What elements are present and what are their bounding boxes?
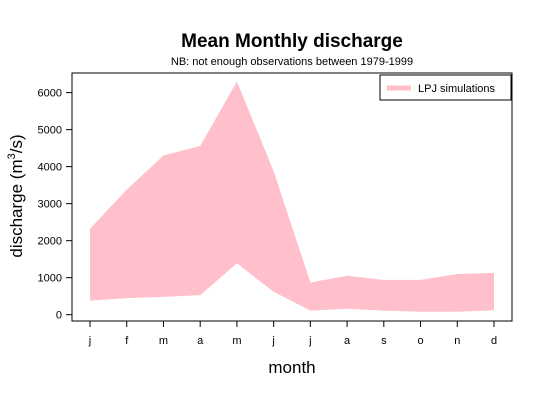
chart-title: Mean Monthly discharge	[181, 31, 403, 52]
x-tick-label-5: j	[271, 335, 274, 347]
legend: LPJ simulations	[379, 74, 512, 101]
x-tick-label-4: m	[232, 335, 241, 347]
legend-label: LPJ simulations	[418, 83, 496, 95]
chart-subtitle: NB: not enough observations between 1979…	[171, 56, 413, 68]
y-axis-label: discharge (m3/s)	[6, 134, 26, 257]
x-tick-label-10: n	[454, 335, 460, 347]
x-tick-label-8: s	[381, 335, 387, 347]
x-tick-label-3: a	[197, 335, 204, 347]
y-axis-label-end: /s)	[7, 134, 26, 153]
y-tick-label-3: 3000	[38, 199, 62, 211]
x-tick-label-6: j	[308, 335, 311, 347]
y-tick-label-2: 2000	[38, 236, 62, 248]
x-tick-label-7: a	[344, 335, 351, 347]
y-tick-label-0: 0	[56, 310, 62, 322]
plot-area	[90, 81, 494, 312]
y-tick-label-1: 1000	[38, 273, 62, 285]
x-tick-label-9: o	[417, 335, 423, 347]
series-band-0	[90, 81, 494, 312]
y-tick-label-4: 4000	[38, 162, 62, 174]
x-tick-label-2: m	[159, 335, 168, 347]
y-axis: 0 1000 2000 3000 4000 5000 6000	[38, 88, 73, 322]
x-tick-label-1: f	[125, 335, 129, 347]
y-axis-label-main: discharge (m	[7, 159, 26, 257]
x-tick-label-11: d	[491, 335, 497, 347]
y-tick-label-5: 5000	[38, 125, 62, 137]
x-axis-label: month	[268, 358, 315, 377]
x-tick-label-0: j	[88, 335, 91, 347]
y-axis-label-sup: 3	[6, 153, 18, 159]
y-tick-label-6: 6000	[38, 88, 62, 100]
